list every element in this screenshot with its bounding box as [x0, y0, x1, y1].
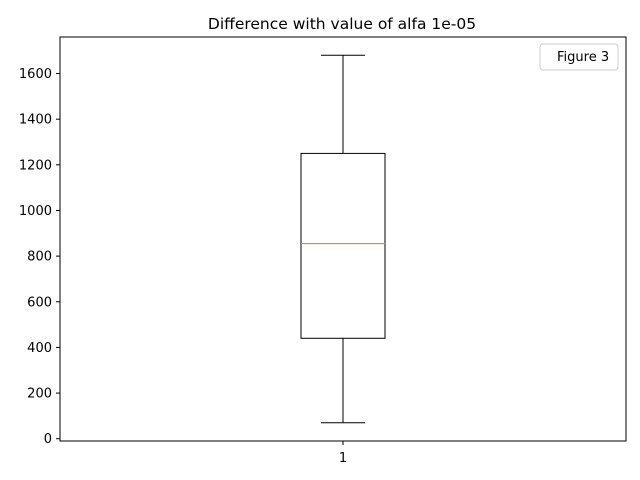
legend-box [539, 43, 619, 71]
y-tick-label: 200 [27, 387, 52, 402]
y-tick-label: 400 [27, 341, 52, 356]
y-tick-label: 1600 [19, 67, 52, 82]
y-tick-label: 0 [44, 432, 52, 447]
box-iqr [300, 152, 386, 339]
legend-entry: Figure 3 [557, 50, 609, 65]
y-tick-label: 800 [27, 250, 52, 265]
y-tick-label: 600 [27, 295, 52, 310]
chart-title: Difference with value of alfa 1e-05 [208, 15, 476, 33]
plot-area: 0 200 400 600 800 1000 1200 1400 1600 1 Figure 3 [19, 36, 627, 466]
y-tick-label: 1200 [19, 158, 52, 173]
y-tick-label: 1400 [19, 113, 52, 128]
y-tick-label: 1000 [19, 204, 52, 219]
x-tick-label: 1 [339, 451, 347, 466]
